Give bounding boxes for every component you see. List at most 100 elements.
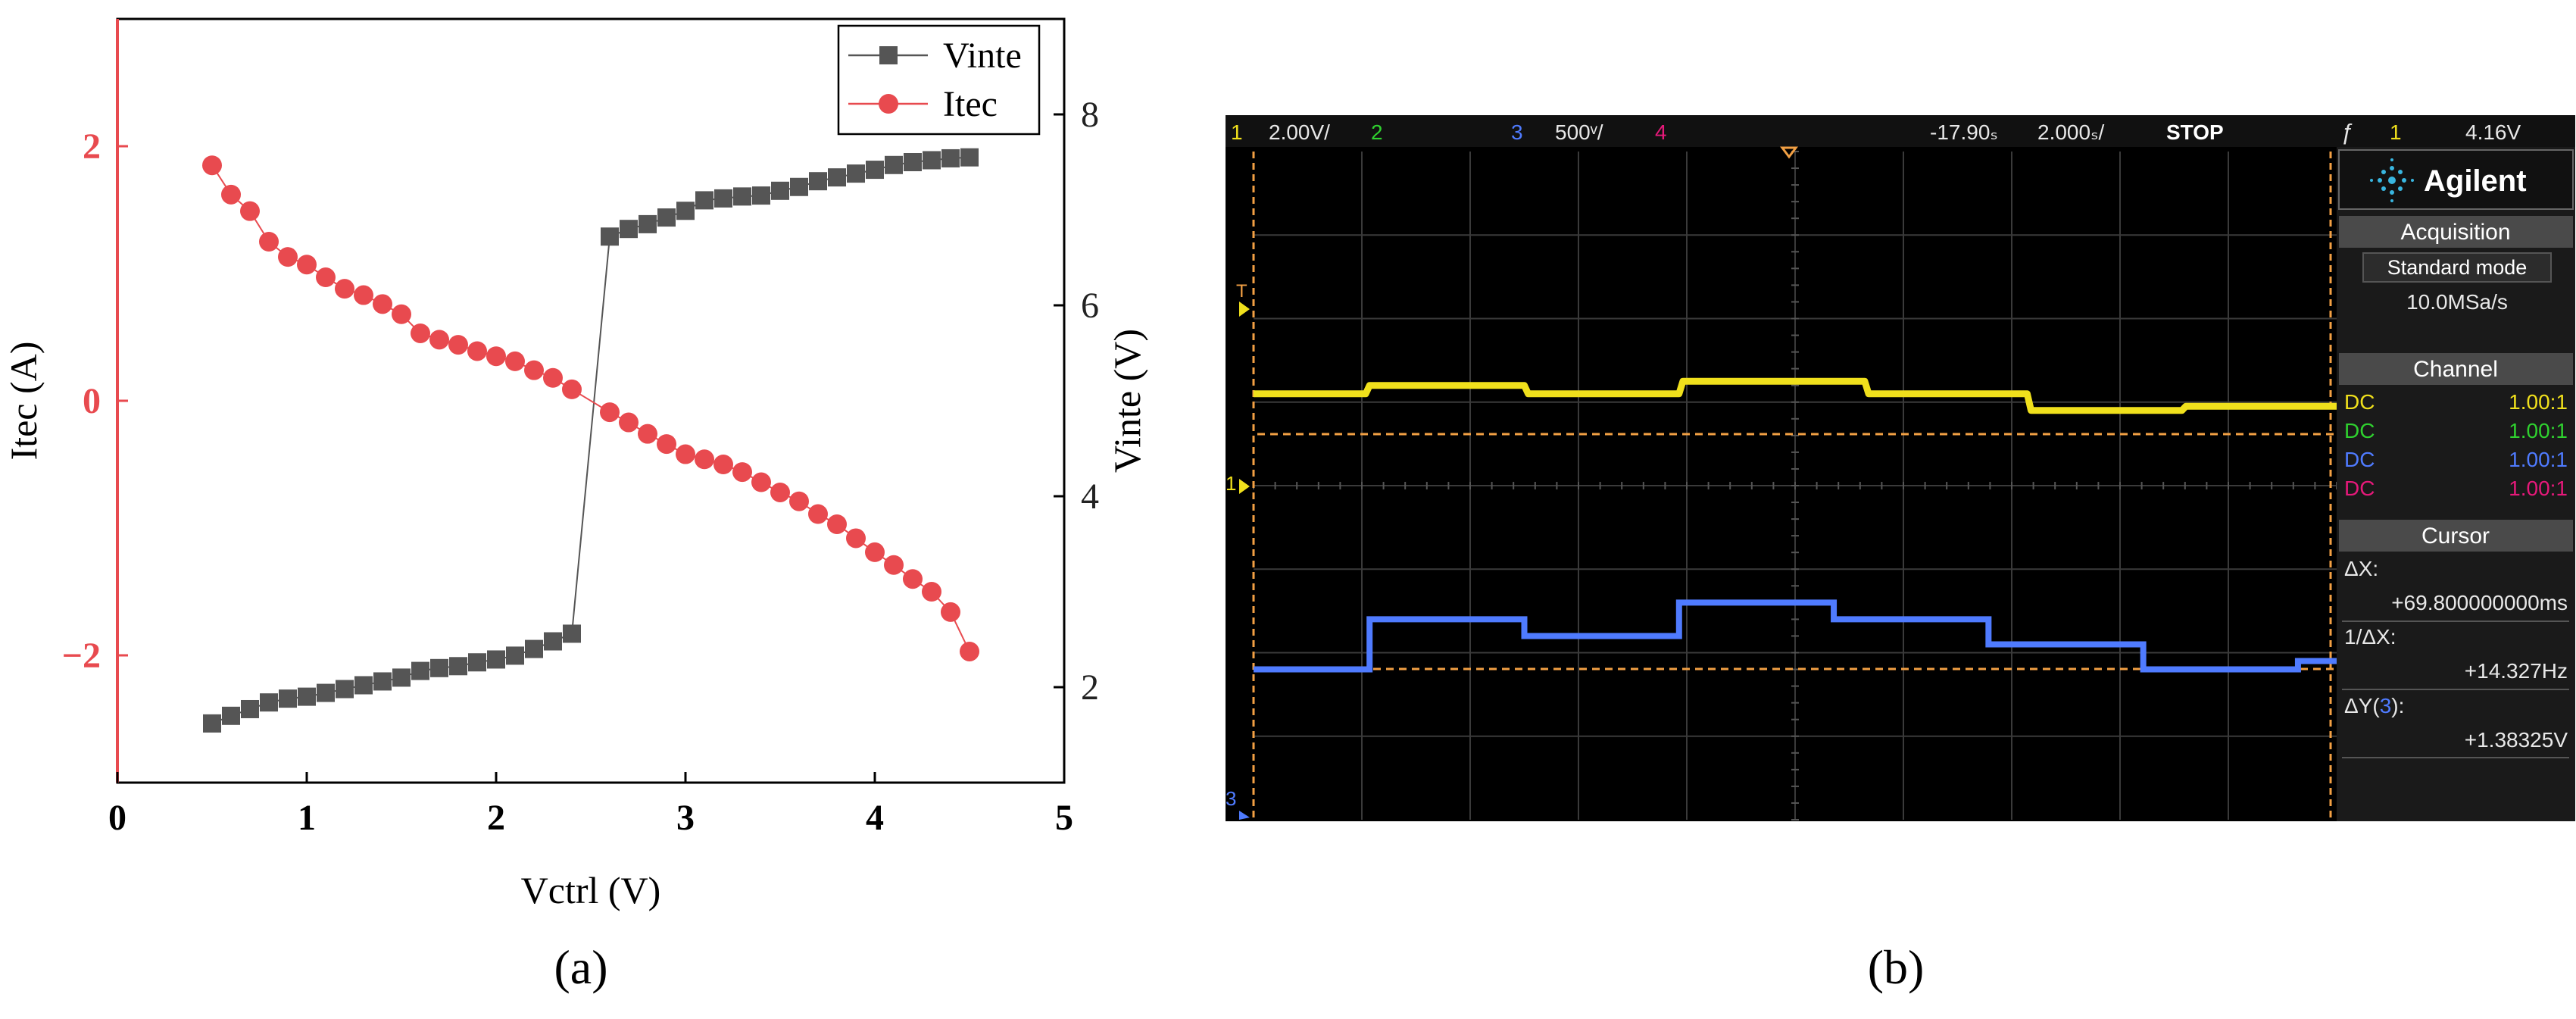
vinte-point xyxy=(601,227,619,246)
channel-header-bg xyxy=(2339,353,2573,385)
right-y-axis-label: Vinte (V) xyxy=(1106,329,1148,473)
cursor-header: Cursor xyxy=(2421,524,2490,549)
legend-vinte-label: Vinte xyxy=(943,36,1022,76)
itec-point xyxy=(695,449,714,470)
trigger-position-marker xyxy=(1780,146,1798,159)
ch1-ground-marker-label: 1 xyxy=(1226,472,1236,495)
run-state: STOP xyxy=(2166,120,2224,144)
ch3-scale: 500ᵛ/ xyxy=(1555,120,1603,144)
ch1-number: 1 xyxy=(1231,120,1243,144)
series-itec xyxy=(202,155,979,661)
itec-point xyxy=(657,434,676,455)
itec-point xyxy=(448,335,468,355)
vinte-point xyxy=(639,214,657,233)
vinte-line xyxy=(211,156,970,724)
itec-point xyxy=(600,402,620,423)
channel-probe-ratio: 1.00:1 xyxy=(2509,419,2568,442)
vinte-point xyxy=(733,187,751,206)
vinte-point xyxy=(563,624,581,643)
brand-name: Agilent xyxy=(2424,164,2527,198)
ch3-number: 3 xyxy=(1511,120,1523,144)
itec-point xyxy=(221,184,241,205)
legend-box xyxy=(837,24,1041,136)
panel-a-chart: 0 1 2 3 4 5 2 0 −2 8 6 4 2 Vctrl (V) Itec (A) Vint… xyxy=(2,17,1148,994)
time-delay: -17.90ₛ xyxy=(1930,120,1998,144)
inv-delta-x-value: +14.327Hz xyxy=(2465,659,2568,683)
vinte-point xyxy=(885,155,903,174)
itec-point xyxy=(297,255,317,275)
vinte-point xyxy=(923,151,941,170)
sample-rate: 10.0MSa/s xyxy=(2406,290,2508,314)
vinte-point xyxy=(298,687,316,706)
ch4-number: 4 xyxy=(1655,120,1667,144)
agilent-logo[interactable]: Agilent xyxy=(2338,149,2574,210)
x-tick-label: 3 xyxy=(676,798,695,838)
channel-list: DC 1.00:1 DC 1.00:1 DC 1.00:1 DC 1.00:1 xyxy=(2344,390,2568,500)
itec-point xyxy=(316,267,336,288)
vinte-point xyxy=(317,683,335,702)
acq-mode-box[interactable] xyxy=(2362,252,2552,283)
vinte-point xyxy=(544,632,562,651)
vinte-point xyxy=(941,148,960,167)
channel-header: Channel xyxy=(2413,357,2498,382)
vinte-point xyxy=(487,650,505,669)
vinte-point xyxy=(525,639,543,658)
right-y-tick-label: 6 xyxy=(1081,286,1099,326)
channel-coupling: DC xyxy=(2344,390,2375,414)
itec-point xyxy=(202,155,222,176)
vinte-point xyxy=(392,668,411,687)
itec-point xyxy=(903,569,923,589)
itec-point xyxy=(865,542,885,562)
itec-point xyxy=(486,346,506,367)
vinte-point xyxy=(430,658,448,677)
itec-point xyxy=(259,232,279,252)
waveform-ch1 xyxy=(1254,377,2337,414)
itec-point xyxy=(429,330,449,350)
panel-label-a: (a) xyxy=(554,940,607,994)
right-y-ticks: 8 6 4 2 xyxy=(1054,95,1099,708)
itec-point xyxy=(505,351,525,371)
legend: Vinte Itec xyxy=(837,24,1041,136)
vinte-point xyxy=(506,646,524,665)
ch1-scale: 2.00V/ xyxy=(1269,120,1330,144)
top-bar-bg xyxy=(1226,115,2575,147)
channel-probe-ratio: 1.00:1 xyxy=(2509,448,2568,471)
x-axis-label: Vctrl (V) xyxy=(521,869,661,911)
vinte-point xyxy=(866,161,884,180)
itec-point xyxy=(240,201,260,221)
itec-point xyxy=(524,360,544,380)
vinte-point xyxy=(771,181,789,200)
left-y-tick-label: −2 xyxy=(62,636,101,676)
channel-probe-ratio: 1.00:1 xyxy=(2509,390,2568,414)
itec-point xyxy=(392,304,411,324)
vinte-point xyxy=(241,699,259,718)
itec-line xyxy=(211,164,970,652)
acquisition-mode: Standard mode xyxy=(2387,256,2528,279)
itec-point xyxy=(354,285,373,305)
itec-point xyxy=(846,528,866,549)
itec-point xyxy=(884,555,904,575)
vinte-point xyxy=(468,653,486,672)
acquisition-header: Acquisition xyxy=(2400,220,2510,245)
trigger-level-marker-label: T xyxy=(1236,281,1247,302)
legend-itec-marker xyxy=(879,94,898,114)
vinte-point xyxy=(620,220,638,239)
itec-point xyxy=(941,602,960,622)
ch3-trace xyxy=(1254,599,2337,673)
trigger-edge-icon: ƒ xyxy=(2340,120,2353,145)
vinte-point xyxy=(336,680,354,699)
vinte-point xyxy=(714,189,732,208)
left-y-ticks: 2 0 −2 xyxy=(62,127,128,676)
right-y-tick-label: 8 xyxy=(1081,95,1099,135)
panel-label-b: (b) xyxy=(1868,940,1925,994)
vinte-point xyxy=(847,164,865,183)
cursor-header-bg xyxy=(2339,520,2573,552)
delta-x-value: +69.800000000ms xyxy=(2391,591,2568,614)
acquisition-header-bg xyxy=(2339,216,2573,248)
delta-y-value: +1.38325V xyxy=(2465,728,2568,752)
legend-itec-label: Itec xyxy=(943,84,998,124)
ch2-number: 2 xyxy=(1371,120,1383,144)
scope-grid xyxy=(1253,151,2337,821)
scope-side-panel: Agilent Acquisition Standard mode 10.0MS… xyxy=(2337,147,2575,821)
vinte-point xyxy=(904,153,922,171)
